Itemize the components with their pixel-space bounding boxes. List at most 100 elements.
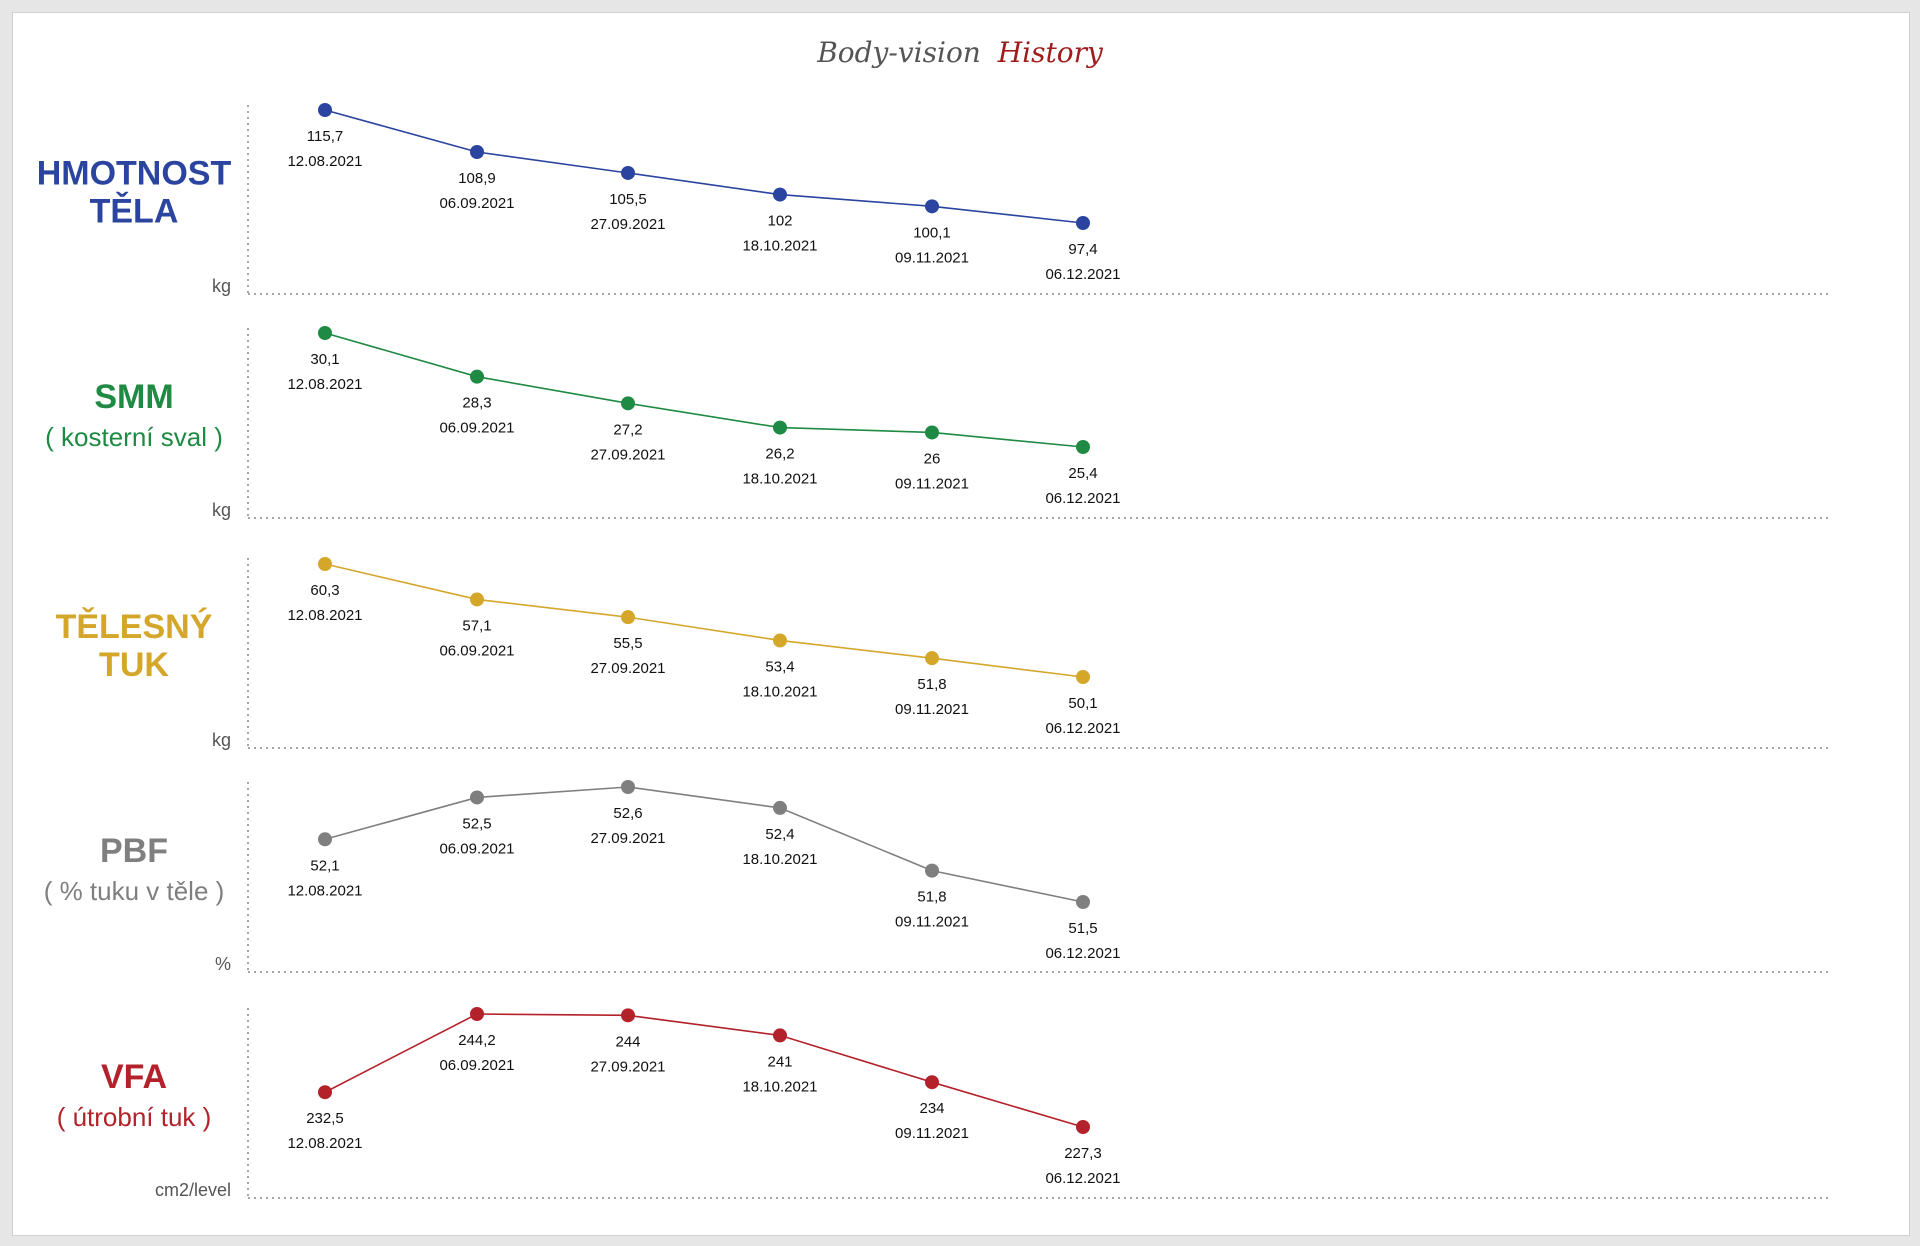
data-point-vfa-5 — [925, 1075, 939, 1090]
value-label-vfa-5: 234 — [919, 1100, 944, 1117]
panel-smm: kg SMM ( kosterní sval ) 30,1 12.08.2021 28,3… — [45, 326, 1830, 520]
date-label-hmotnost-5: 09.11.2021 — [895, 249, 969, 266]
date-label-vfa-3: 27.09.2021 — [590, 1058, 665, 1075]
series-line-vfa — [324, 1013, 1084, 1128]
date-label-vfa-6: 06.12.2021 — [1045, 1170, 1120, 1187]
value-label-hmotnost-4: 102 — [767, 213, 792, 230]
date-label-pbf-2: 06.09.2021 — [439, 840, 514, 857]
date-label-pbf-3: 27.09.2021 — [590, 830, 665, 847]
data-point-hmotnost-4 — [773, 187, 787, 202]
chart-frame — [12, 12, 1910, 1236]
chart-title-part2: History — [997, 36, 1104, 69]
date-label-smm-1: 12.08.2021 — [287, 376, 362, 393]
value-label-vfa-2: 244,2 — [458, 1032, 496, 1049]
value-label-pbf-2: 52,5 — [462, 815, 491, 832]
data-point-smm-2 — [470, 369, 484, 384]
date-label-smm-6: 06.12.2021 — [1045, 490, 1120, 507]
series-sublabel-smm: ( kosterní sval ) — [45, 422, 223, 452]
date-label-smm-4: 18.10.2021 — [742, 471, 817, 488]
data-point-smm-5 — [925, 425, 939, 440]
chart-title-part1: Body-vision — [816, 36, 981, 69]
data-point-telesny-tuk-5 — [925, 651, 939, 666]
series-line-pbf — [324, 786, 1084, 903]
value-label-telesny-tuk-3: 55,5 — [613, 635, 642, 652]
date-label-pbf-5: 09.11.2021 — [895, 914, 969, 931]
data-point-hmotnost-5 — [925, 199, 939, 214]
data-point-telesny-tuk-2 — [470, 592, 484, 607]
date-label-pbf-1: 12.08.2021 — [287, 882, 362, 899]
value-label-smm-2: 28,3 — [462, 395, 491, 412]
data-point-pbf-5 — [925, 863, 939, 878]
value-label-hmotnost-2: 108,9 — [458, 170, 496, 187]
data-point-hmotnost-3 — [621, 165, 635, 180]
data-point-smm-4 — [773, 420, 787, 435]
series-line-telesny-tuk — [324, 563, 1084, 678]
value-label-smm-1: 30,1 — [310, 351, 339, 368]
date-label-vfa-5: 09.11.2021 — [895, 1125, 969, 1142]
value-label-telesny-tuk-5: 51,8 — [917, 676, 946, 693]
series-line-smm — [324, 332, 1084, 448]
date-label-smm-3: 27.09.2021 — [590, 446, 665, 463]
series-label-telesny-tuk-line1: TĚLESNÝ — [56, 608, 213, 646]
date-label-vfa-2: 06.09.2021 — [439, 1057, 514, 1074]
panel-pbf: % PBF ( % tuku v těle ) 52,1 12.08.2021 52,5 0… — [44, 780, 1830, 974]
data-point-telesny-tuk-3 — [621, 610, 635, 625]
value-label-telesny-tuk-2: 57,1 — [462, 617, 491, 634]
unit-label-vfa: cm2/level — [155, 1180, 231, 1200]
date-label-hmotnost-3: 27.09.2021 — [590, 216, 665, 233]
value-label-hmotnost-5: 100,1 — [913, 224, 951, 241]
value-label-hmotnost-1: 115,7 — [307, 128, 343, 145]
date-label-telesny-tuk-2: 06.09.2021 — [439, 642, 514, 659]
date-label-vfa-4: 18.10.2021 — [742, 1078, 817, 1095]
data-point-vfa-6 — [1076, 1120, 1090, 1134]
data-point-pbf-2 — [470, 790, 484, 805]
series-sublabel-pbf: ( % tuku v těle ) — [44, 876, 225, 906]
data-point-pbf-3 — [621, 780, 635, 794]
data-point-pbf-6 — [1076, 895, 1090, 909]
value-label-hmotnost-3: 105,5 — [609, 191, 647, 208]
series-label-smm-line1: SMM — [94, 378, 173, 416]
data-point-telesny-tuk-6 — [1076, 670, 1090, 684]
series-label-telesny-tuk-line2: TUK — [99, 646, 169, 684]
data-point-pbf-1 — [318, 832, 332, 847]
series-line-hmotnost — [324, 109, 1084, 224]
value-label-pbf-3: 52,6 — [613, 805, 642, 822]
value-label-telesny-tuk-6: 50,1 — [1068, 695, 1097, 712]
series-label-pbf-line1: PBF — [100, 832, 168, 870]
date-label-smm-5: 09.11.2021 — [895, 475, 969, 492]
unit-label-telesny-tuk: kg — [212, 730, 231, 750]
date-label-pbf-6: 06.12.2021 — [1045, 945, 1120, 962]
data-point-vfa-2 — [470, 1007, 484, 1021]
series-label-hmotnost-line2: TĚLA — [90, 193, 179, 231]
value-label-vfa-6: 227,3 — [1064, 1145, 1102, 1162]
date-label-hmotnost-4: 18.10.2021 — [742, 238, 817, 255]
value-label-telesny-tuk-4: 53,4 — [765, 658, 794, 675]
value-label-vfa-4: 241 — [767, 1053, 792, 1070]
data-point-hmotnost-1 — [318, 103, 332, 117]
value-label-vfa-3: 244 — [615, 1033, 640, 1050]
data-point-vfa-1 — [318, 1085, 332, 1100]
data-point-hmotnost-6 — [1076, 216, 1090, 230]
date-label-hmotnost-1: 12.08.2021 — [287, 153, 362, 170]
date-label-telesny-tuk-5: 09.11.2021 — [895, 701, 969, 718]
data-point-vfa-4 — [773, 1028, 787, 1043]
unit-label-pbf: % — [215, 954, 231, 974]
unit-label-hmotnost: kg — [212, 276, 231, 296]
data-point-smm-3 — [621, 396, 635, 411]
value-label-smm-4: 26,2 — [765, 446, 794, 463]
date-label-vfa-1: 12.08.2021 — [287, 1135, 362, 1152]
date-label-hmotnost-2: 06.09.2021 — [439, 195, 514, 212]
value-label-telesny-tuk-1: 60,3 — [310, 582, 339, 599]
data-point-pbf-4 — [773, 800, 787, 815]
date-label-telesny-tuk-6: 06.12.2021 — [1045, 720, 1120, 737]
data-point-hmotnost-2 — [470, 144, 484, 159]
date-label-telesny-tuk-4: 18.10.2021 — [742, 683, 817, 700]
value-label-vfa-1: 232,5 — [306, 1110, 344, 1127]
date-label-smm-2: 06.09.2021 — [439, 420, 514, 437]
value-label-hmotnost-6: 97,4 — [1068, 241, 1097, 258]
value-label-smm-3: 27,2 — [613, 421, 642, 438]
